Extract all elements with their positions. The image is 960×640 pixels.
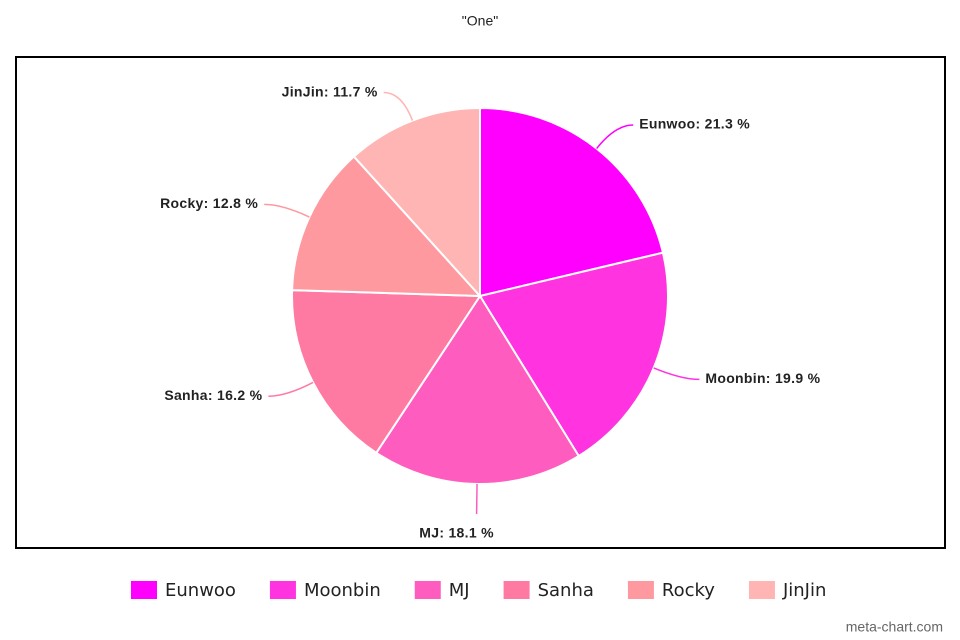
legend-label: Sanha: [538, 580, 594, 601]
leader-line: [596, 124, 634, 150]
legend-label: Eunwoo: [165, 580, 236, 601]
legend-label: JinJin: [782, 580, 826, 601]
legend-label: Rocky: [662, 580, 715, 601]
pie-slice: [291, 155, 483, 298]
legend-swatch: [503, 581, 530, 599]
pie-slice: [352, 106, 481, 299]
leader-line: [268, 381, 314, 397]
chart-title: "One": [462, 13, 498, 29]
pie-slice: [374, 294, 581, 485]
leader-line: [383, 91, 414, 121]
data-label: JinJin: 11.7 %: [282, 83, 378, 99]
data-label: Moonbin: 19.9 %: [705, 370, 820, 386]
data-label: Eunwoo: 21.3 %: [639, 116, 750, 132]
legend-swatch: [627, 581, 654, 599]
legend-swatch: [131, 581, 157, 599]
data-label: MJ: 18.1 %: [419, 525, 494, 541]
legend-swatch: [269, 581, 296, 599]
data-label: Sanha: 16.2 %: [164, 387, 262, 403]
pie-slice: [478, 251, 669, 458]
legend-swatch: [748, 581, 775, 599]
leader-line: [653, 367, 700, 381]
pie-slice: [291, 289, 482, 455]
pie-slice: [479, 106, 665, 298]
data-label: Rocky: 12.8 %: [160, 195, 258, 211]
watermark: meta-chart.com: [846, 619, 943, 635]
legend-swatch: [414, 581, 441, 599]
legend-label: Moonbin: [304, 580, 381, 601]
leader-line: [264, 203, 310, 218]
legend-label: MJ: [449, 580, 470, 601]
